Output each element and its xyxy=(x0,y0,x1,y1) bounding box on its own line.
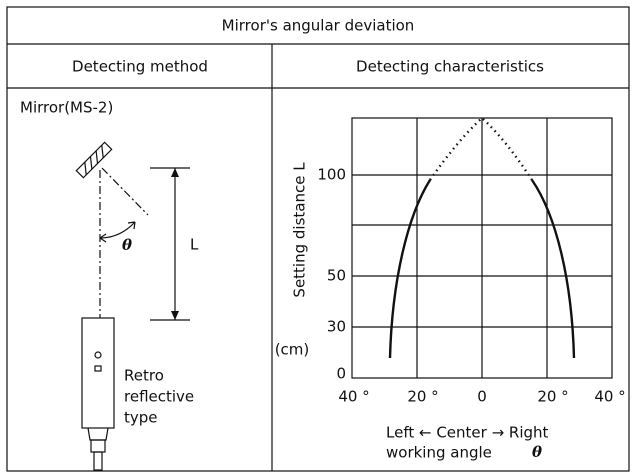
curve-solid xyxy=(531,179,576,359)
beam-line xyxy=(101,167,149,216)
mirror-label: Mirror(MS-2) xyxy=(20,99,113,117)
angle-arc xyxy=(99,221,136,239)
y-tick-label: 100 xyxy=(317,166,346,184)
y-tick-label: 30 xyxy=(327,318,346,336)
table-title: Mirror's angular deviation xyxy=(222,17,415,35)
sensor xyxy=(81,317,115,471)
grid xyxy=(352,118,612,378)
x-axis-label: working angle xyxy=(386,444,492,462)
column-header: Detecting method xyxy=(72,58,208,76)
column-header: Detecting characteristics xyxy=(356,58,544,76)
y-tick-label: 0 xyxy=(336,365,346,383)
x-tick-label: 20 ° xyxy=(537,388,568,406)
x-tick-label: 20 ° xyxy=(407,388,438,406)
mirror xyxy=(75,141,113,179)
x-axis-label: Left ← Center → Right xyxy=(386,424,549,442)
curve-dotted xyxy=(429,116,534,181)
y-tick-label: 50 xyxy=(327,267,346,285)
sensor-label: Retro xyxy=(124,367,164,385)
distance-symbol: L xyxy=(190,236,199,254)
curve-solid xyxy=(388,179,432,359)
angle-symbol: θ xyxy=(122,236,132,254)
x-tick-label: 40 ° xyxy=(594,388,625,406)
y-axis-label: Setting distance L xyxy=(291,162,309,298)
arrow-heads xyxy=(99,221,136,243)
x-tick-label: 0 xyxy=(477,388,487,406)
sensor-label: type xyxy=(124,409,158,427)
x-axis-symbol: θ xyxy=(532,443,542,461)
y-unit: (cm) xyxy=(275,341,310,359)
sensor-label: reflective xyxy=(124,388,194,406)
x-tick-label: 40 ° xyxy=(338,388,369,406)
table-border xyxy=(6,6,630,472)
